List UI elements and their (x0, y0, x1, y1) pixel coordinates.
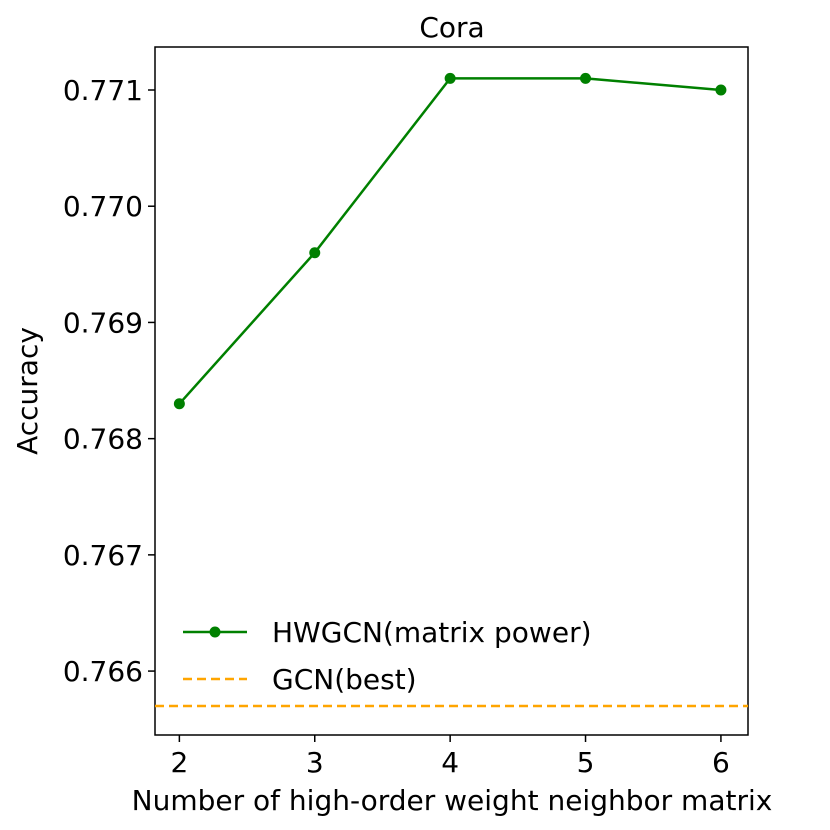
legend-label-hwgcn: HWGCN(matrix power) (272, 616, 592, 649)
legend-marker-hwgcn (209, 626, 221, 638)
data-point (580, 72, 592, 84)
y-axis-label: Accuracy (11, 327, 44, 455)
data-point (173, 398, 185, 410)
y-axis: 0.766 0.767 0.768 0.769 0.770 0.771 (63, 74, 155, 688)
y-tick-label: 0.766 (63, 655, 143, 688)
data-point (715, 84, 727, 96)
data-point (309, 247, 321, 259)
x-axis: 2 3 4 5 6 (170, 735, 730, 779)
x-tick-label: 6 (712, 746, 730, 779)
legend: HWGCN(matrix power) GCN(best) (183, 616, 592, 696)
x-axis-label: Number of high-order weight neighbor mat… (132, 784, 773, 817)
chart-title: Cora (419, 11, 484, 44)
legend-label-gcn: GCN(best) (272, 663, 417, 696)
y-tick-label: 0.771 (63, 74, 143, 107)
data-point (444, 72, 456, 84)
series-group (173, 72, 727, 410)
y-tick-label: 0.767 (63, 539, 143, 572)
y-tick-label: 0.770 (63, 190, 143, 223)
x-tick-label: 4 (441, 746, 459, 779)
x-tick-label: 5 (577, 746, 595, 779)
plot-area (154, 46, 749, 736)
x-tick-label: 3 (306, 746, 324, 779)
y-tick-label: 0.769 (63, 306, 143, 339)
y-tick-label: 0.768 (63, 423, 143, 456)
series-line-hwgcn (178, 77, 722, 405)
x-tick-label: 2 (170, 746, 188, 779)
